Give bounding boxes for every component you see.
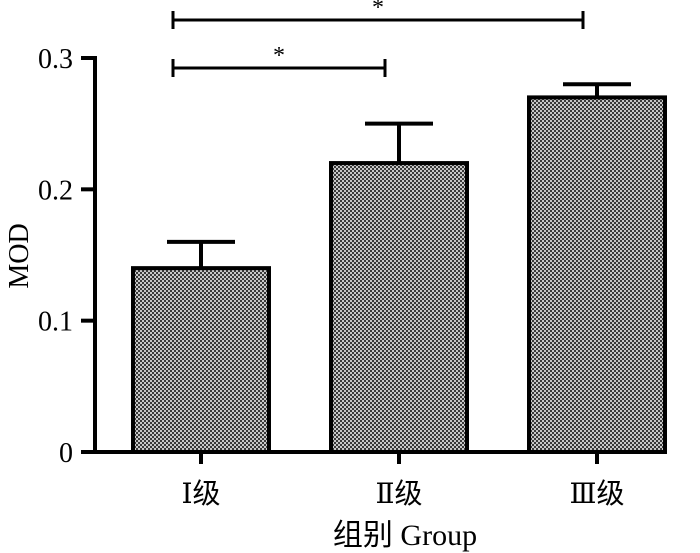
y-tick-label: 0.3	[38, 44, 73, 75]
x-axis-title: 组别 Group	[333, 519, 477, 552]
bar	[329, 161, 469, 454]
x-tick-label: Ⅱ级	[375, 478, 422, 510]
bar	[131, 266, 271, 454]
bar	[527, 95, 667, 455]
y-tick-label: 0	[59, 438, 73, 469]
significance-label: *	[273, 43, 285, 69]
plot-area: 0 0.1 0.2 0.3 Ⅰ级 Ⅱ级 Ⅲ级 * *	[38, 0, 667, 510]
x-tick-label: Ⅰ级	[181, 478, 220, 510]
y-tick-label: 0.1	[38, 307, 73, 338]
y-tick-label: 0.2	[38, 175, 73, 206]
x-tick-label: Ⅲ级	[569, 478, 624, 510]
y-axis-title: MOD	[4, 223, 35, 288]
significance-label: *	[372, 0, 384, 21]
